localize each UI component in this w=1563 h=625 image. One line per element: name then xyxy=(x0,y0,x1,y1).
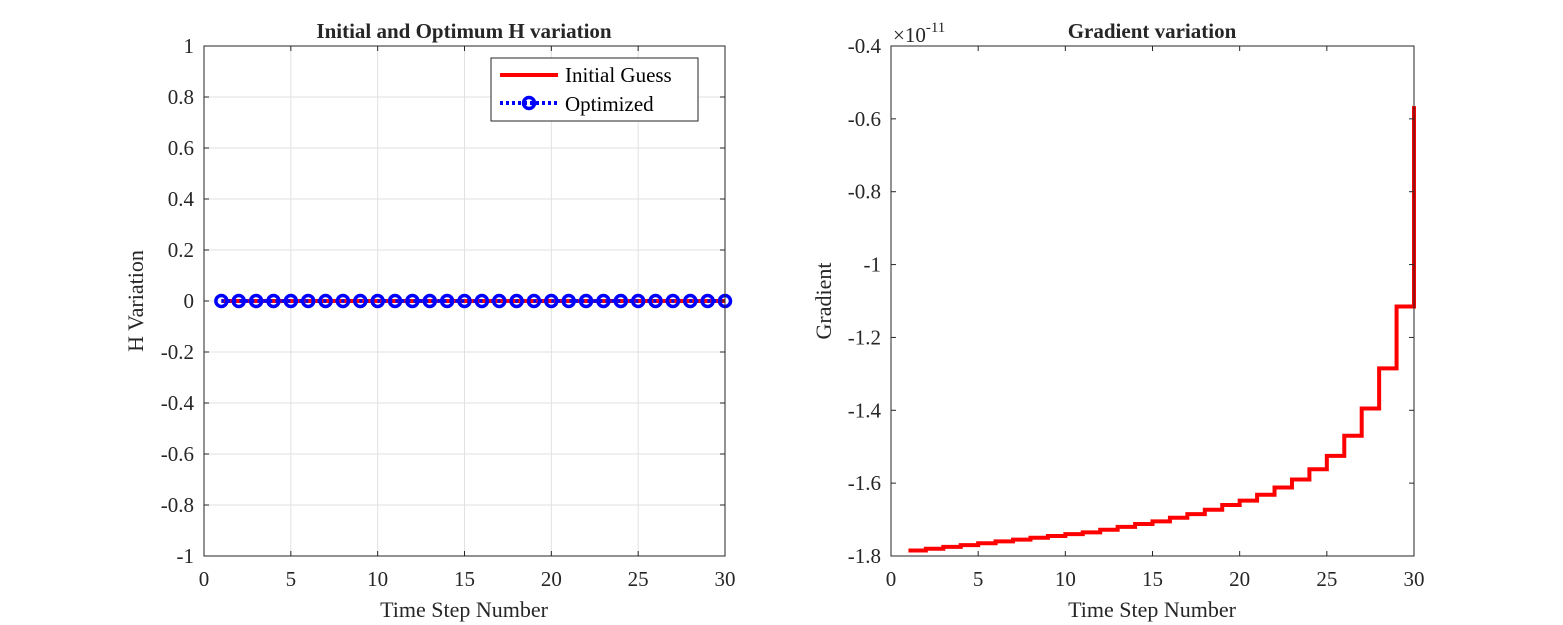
chart-h-variation: Initial and Optimum H variation 0 5 10 15 20… xyxy=(123,19,736,622)
y-tick-label: -1 xyxy=(177,544,195,568)
chart-title: Gradient variation xyxy=(1068,19,1237,43)
y-axis-label: Gradient xyxy=(811,263,836,340)
data-point-optimized xyxy=(283,293,299,309)
y-tick-label: 1 xyxy=(184,34,195,58)
data-point-optimized xyxy=(596,293,611,309)
data-point-optimized xyxy=(422,293,438,309)
data-point-optimized xyxy=(561,293,576,309)
exponent-base: ×10 xyxy=(893,23,926,47)
data-point-optimized xyxy=(248,293,264,309)
y-tick-label: -0.6 xyxy=(161,442,194,466)
y-tick-label: -0.4 xyxy=(161,391,195,415)
x-tick-label: 15 xyxy=(1142,567,1163,591)
data-point-optimized xyxy=(370,293,385,309)
legend-label-initial-guess: Initial Guess xyxy=(565,63,672,87)
y-axis-exponent: ×10-11 xyxy=(893,20,945,47)
data-point-optimized xyxy=(630,293,646,309)
x-tick-label: 5 xyxy=(286,567,297,591)
data-point-optimized xyxy=(544,293,559,309)
series-line-gradient xyxy=(908,106,1416,553)
legend-marker-optimized xyxy=(521,95,537,111)
data-point-optimized xyxy=(387,293,403,309)
x-tick-label: 20 xyxy=(541,567,562,591)
data-point-optimized xyxy=(439,293,455,309)
y-tick-label: -1.6 xyxy=(848,471,881,495)
y-tick-label: -0.4 xyxy=(848,34,882,58)
y-tick-label: -0.2 xyxy=(161,340,194,364)
data-point-optimized xyxy=(474,293,490,309)
y-tick-label: 0.8 xyxy=(168,85,194,109)
x-tick-label: 25 xyxy=(628,567,649,591)
data-point-optimized xyxy=(335,293,351,309)
y-axis-label: H Variation xyxy=(123,250,148,352)
data-point-optimized xyxy=(405,293,420,309)
y-tick-label: -1.8 xyxy=(848,544,881,568)
x-tick-label: 30 xyxy=(715,567,736,591)
y-axis: -1.8 -1.6 -1.4 -1.2 -1 -0.8 -0.6 -0.4 xyxy=(848,34,1414,568)
plot-marks xyxy=(214,293,733,309)
data-point-optimized xyxy=(526,293,542,309)
y-tick-label: 0.2 xyxy=(168,238,194,262)
x-tick-label: 10 xyxy=(367,567,388,591)
x-axis-label: Time Step Number xyxy=(380,597,549,622)
y-tick-label: -1 xyxy=(864,253,882,277)
x-tick-label: 5 xyxy=(973,567,984,591)
chart-gradient-variation: Gradient variation 0 5 10 15 20 25 30 -1.8 -1.6… xyxy=(811,19,1425,622)
x-tick-label: 10 xyxy=(1055,567,1076,591)
data-point-optimized xyxy=(231,293,246,309)
x-tick-label: 0 xyxy=(886,567,897,591)
y-tick-label: -1.4 xyxy=(848,398,882,422)
y-tick-label: 0 xyxy=(184,289,195,313)
chart-title: Initial and Optimum H variation xyxy=(316,19,612,43)
data-point-optimized xyxy=(578,293,594,309)
data-point-optimized xyxy=(318,293,333,309)
y-tick-label: -0.6 xyxy=(848,107,881,131)
legend-label-optimized: Optimized xyxy=(565,92,654,116)
y-tick-label: -0.8 xyxy=(161,493,194,517)
x-axis: 0 5 10 15 20 25 30 xyxy=(886,46,1425,591)
data-point-optimized xyxy=(683,293,698,309)
data-point-optimized xyxy=(665,293,681,309)
data-point-optimized xyxy=(300,293,316,309)
legend-box xyxy=(490,57,699,122)
y-tick-label: 0.4 xyxy=(168,187,195,211)
legend: Initial Guess Optimized xyxy=(490,57,699,122)
data-point-optimized xyxy=(353,293,368,309)
x-axis-label: Time Step Number xyxy=(1068,597,1237,622)
data-point-optimized xyxy=(457,293,472,309)
data-point-optimized xyxy=(509,293,524,309)
x-tick-label: 15 xyxy=(454,567,475,591)
y-tick-label: -0.8 xyxy=(848,180,881,204)
data-point-optimized xyxy=(700,293,715,309)
x-tick-label: 20 xyxy=(1229,567,1250,591)
data-point-optimized xyxy=(491,293,507,309)
x-tick-label: 0 xyxy=(199,567,210,591)
y-axis: -1 -0.8 -0.6 -0.4 -0.2 0 0.2 0.4 0.6 0.8 1 xyxy=(161,34,725,568)
exponent-power: -11 xyxy=(926,20,945,36)
data-point-optimized xyxy=(214,293,229,309)
x-axis: 0 5 10 15 20 25 30 xyxy=(199,46,736,591)
x-tick-label: 30 xyxy=(1404,567,1425,591)
data-point-optimized xyxy=(648,293,663,309)
y-tick-label: -1.2 xyxy=(848,325,881,349)
plot-frame xyxy=(890,45,1415,557)
x-tick-label: 25 xyxy=(1316,567,1337,591)
data-point-optimized xyxy=(613,293,629,309)
data-point-optimized xyxy=(266,293,281,309)
plot-marks xyxy=(908,106,1416,553)
y-tick-label: 0.6 xyxy=(168,136,194,160)
